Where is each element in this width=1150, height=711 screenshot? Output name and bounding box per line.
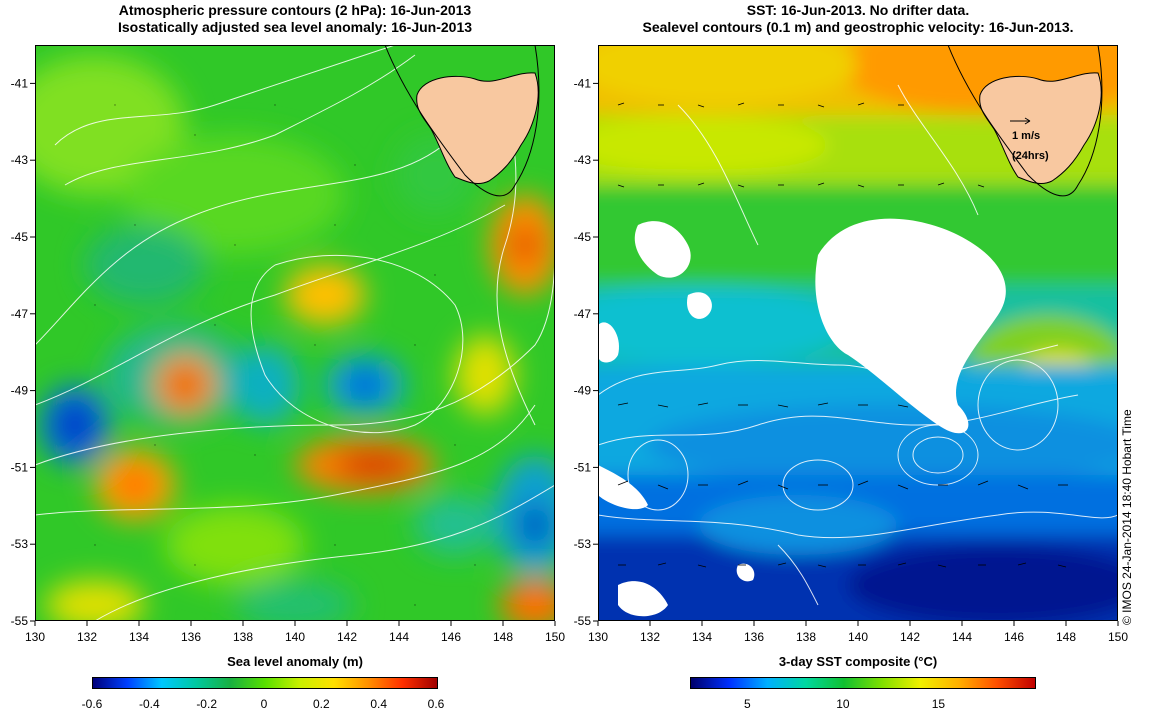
right-x-tick-label: 150 bbox=[1108, 630, 1128, 644]
left-x-tick-label: 144 bbox=[389, 630, 409, 644]
sst-field bbox=[598, 45, 1118, 621]
sla-colorbar-tick-label: 0.4 bbox=[370, 697, 387, 711]
right-y-tick-label: -51 bbox=[574, 460, 592, 474]
velocity-scale-sublabel: (24hrs) bbox=[1012, 150, 1049, 162]
right-x-tick-label: 136 bbox=[744, 630, 764, 644]
right-x-tick-label: 140 bbox=[848, 630, 868, 644]
right-x-tick-label: 146 bbox=[1004, 630, 1024, 644]
left-x-tick-label: 142 bbox=[337, 630, 357, 644]
tasmania-landmass-sst bbox=[947, 45, 1103, 197]
left-x-tick-label: 130 bbox=[25, 630, 45, 644]
right-y-tick-label: -55 bbox=[574, 614, 592, 628]
right-y-tick-label: -49 bbox=[574, 384, 592, 398]
copyright-notice: © IMOS 24-Jan-2014 18:40 Hobart Time bbox=[1120, 409, 1134, 625]
sst-colorbar-tick-label: 10 bbox=[836, 697, 850, 711]
tasmania-landmass bbox=[384, 45, 540, 197]
sealevel-contours bbox=[598, 84, 1118, 606]
sla-colorbar-tick-label: -0.2 bbox=[196, 697, 217, 711]
left-x-tick-label: 140 bbox=[285, 630, 305, 644]
left-x-tick-label: 136 bbox=[181, 630, 201, 644]
right-x-tick-label: 130 bbox=[588, 630, 608, 644]
left-colorbar-title: Sea level anomaly (m) bbox=[227, 654, 363, 669]
right-y-tick-label: -45 bbox=[574, 230, 592, 244]
left-y-tick-label: -41 bbox=[11, 76, 29, 90]
left-panel-title: Atmospheric pressure contours (2 hPa): 1… bbox=[35, 2, 555, 36]
left-x-tick-label: 134 bbox=[129, 630, 149, 644]
right-panel-title: SST: 16-Jun-2013. No drifter data. Seale… bbox=[598, 2, 1118, 36]
left-y-tick-label: -49 bbox=[11, 384, 29, 398]
sst-map[interactable]: 1 m/s (24hrs) bbox=[598, 45, 1118, 621]
right-x-tick-label: 148 bbox=[1056, 630, 1076, 644]
left-y-tick-label: -43 bbox=[11, 153, 29, 167]
right-colorbar-title: 3-day SST composite (°C) bbox=[778, 654, 938, 669]
left-title-line1: Atmospheric pressure contours (2 hPa): 1… bbox=[118, 2, 472, 18]
right-y-tick-label: -47 bbox=[574, 307, 592, 321]
right-x-tick-label: 142 bbox=[900, 630, 920, 644]
cloud-mask bbox=[598, 218, 1006, 617]
velocity-scale: 1 m/s (24hrs) bbox=[1010, 117, 1049, 162]
sla-colorbar-tick-label: -0.4 bbox=[138, 697, 160, 711]
right-y-tick-label: -41 bbox=[574, 76, 592, 90]
sla-dots bbox=[94, 104, 476, 606]
sla-colorbar bbox=[92, 677, 438, 689]
right-y-tick-label: -43 bbox=[574, 153, 592, 167]
right-x-tick-label: 138 bbox=[796, 630, 816, 644]
sla-colorbar-tick-label: 0 bbox=[260, 697, 268, 711]
sla-colorbar-tick-label: 0.6 bbox=[427, 697, 445, 711]
right-title-line1: SST: 16-Jun-2013. No drifter data. bbox=[746, 2, 970, 18]
left-y-tick-label: -53 bbox=[11, 537, 29, 551]
left-x-tick-label: 146 bbox=[441, 630, 461, 644]
left-y-tick-label: -45 bbox=[11, 230, 29, 244]
pressure-contours bbox=[35, 45, 555, 621]
right-y-tick-label: -53 bbox=[574, 537, 592, 551]
velocity-scale-label: 1 m/s bbox=[1012, 130, 1040, 142]
left-title-line2: Isostatically adjusted sea level anomaly… bbox=[117, 19, 473, 35]
velocity-vectors bbox=[617, 102, 1068, 568]
left-x-tick-label: 132 bbox=[77, 630, 97, 644]
left-x-tick-label: 138 bbox=[233, 630, 253, 644]
right-x-tick-label: 134 bbox=[692, 630, 712, 644]
sst-colorbar-tick-label: 5 bbox=[743, 697, 751, 711]
sea-level-anomaly-map[interactable] bbox=[35, 45, 555, 621]
right-title-line2: Sealevel contours (0.1 m) and geostrophi… bbox=[642, 19, 1074, 35]
left-y-tick-label: -47 bbox=[11, 307, 29, 321]
sla-field bbox=[35, 55, 555, 621]
left-y-tick-label: -55 bbox=[11, 614, 29, 628]
sla-colorbar-tick-label: 0.2 bbox=[312, 697, 330, 711]
right-x-tick-label: 132 bbox=[640, 630, 660, 644]
right-x-tick-label: 144 bbox=[952, 630, 972, 644]
sst-colorbar bbox=[690, 677, 1036, 689]
left-y-tick-label: -51 bbox=[11, 460, 29, 474]
left-x-tick-label: 148 bbox=[493, 630, 513, 644]
left-x-tick-label: 150 bbox=[545, 630, 565, 644]
sla-colorbar-tick-label: -0.6 bbox=[81, 697, 103, 711]
sst-colorbar-tick-label: 15 bbox=[931, 697, 946, 711]
